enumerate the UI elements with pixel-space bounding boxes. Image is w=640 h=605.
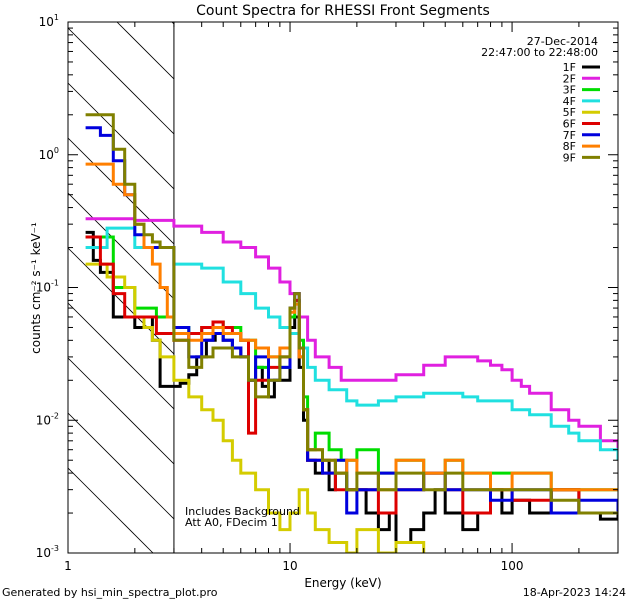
hatch-line: [116, 22, 175, 80]
footer-generated-by: Generated by hsi_min_spectra_plot.pro: [2, 586, 218, 599]
y-tick-exponent: -3: [51, 544, 59, 553]
x-tick-label: 1: [64, 559, 72, 573]
legend-label-1F: 1F: [563, 61, 576, 74]
series-lines: [85, 113, 618, 553]
series-line-8F: [85, 162, 618, 492]
y-tick-label: 101: [39, 13, 59, 29]
y-tick-exponent: -2: [51, 411, 59, 420]
y-tick-exponent: -1: [51, 279, 59, 288]
hatch-line: [68, 247, 175, 355]
hatch-line: [68, 27, 175, 135]
hatch-line: [68, 137, 175, 245]
hatch-line: [68, 357, 175, 465]
y-tick-label: 100: [39, 146, 59, 162]
legend-time-range: 22:47:00 to 22:48:00: [481, 46, 598, 59]
legend-label-6F: 6F: [563, 118, 576, 131]
y-tick-exponent: 0: [54, 146, 59, 155]
y-axis-label: counts cm⁻² s⁻¹ keV⁻¹: [29, 222, 43, 354]
hatch-line: [68, 82, 175, 190]
axis-ticks: [67, 21, 619, 554]
annotation-background: Includes Background: [185, 505, 300, 518]
hatch-line: [171, 22, 175, 25]
y-tick-exponent: 1: [54, 13, 59, 22]
x-axis-label: Energy (keV): [304, 576, 381, 590]
legend-label-2F: 2F: [563, 72, 576, 85]
y-tick-label: 10-3: [36, 544, 59, 560]
annotation-attenuator: Att A0, FDecim 1: [185, 516, 278, 529]
x-tick-labels: 1 10 100: [64, 559, 523, 573]
x-tick-label: 100: [501, 559, 524, 573]
excluded-energy-hatch: [68, 22, 175, 553]
series-line-1F: [85, 230, 618, 544]
x-tick-label: 10: [282, 559, 297, 573]
hatch-line: [68, 467, 154, 553]
series-line-9F: [85, 113, 618, 515]
footer-timestamp: 18-Apr-2023 14:24: [523, 586, 626, 599]
legend-label-5F: 5F: [563, 106, 576, 119]
y-tick-label: 10-2: [36, 411, 59, 427]
chart-title: Count Spectra for RHESSI Front Segments: [196, 3, 490, 19]
series-line-2F: [85, 217, 618, 450]
series-line-5F: [85, 262, 426, 553]
legend-label-4F: 4F: [563, 95, 576, 108]
legend-label-9F: 9F: [563, 151, 576, 164]
series-line-4F: [85, 226, 618, 461]
hatch-line: [68, 192, 175, 300]
series-line-3F: [85, 235, 618, 492]
legend-label-8F: 8F: [563, 140, 576, 153]
hatch-line: [68, 412, 175, 520]
legend-date: 27-Dec-2014: [527, 35, 598, 48]
hatch-line: [68, 302, 175, 410]
legend-label-3F: 3F: [563, 84, 576, 97]
legend-label-7F: 7F: [563, 129, 576, 142]
